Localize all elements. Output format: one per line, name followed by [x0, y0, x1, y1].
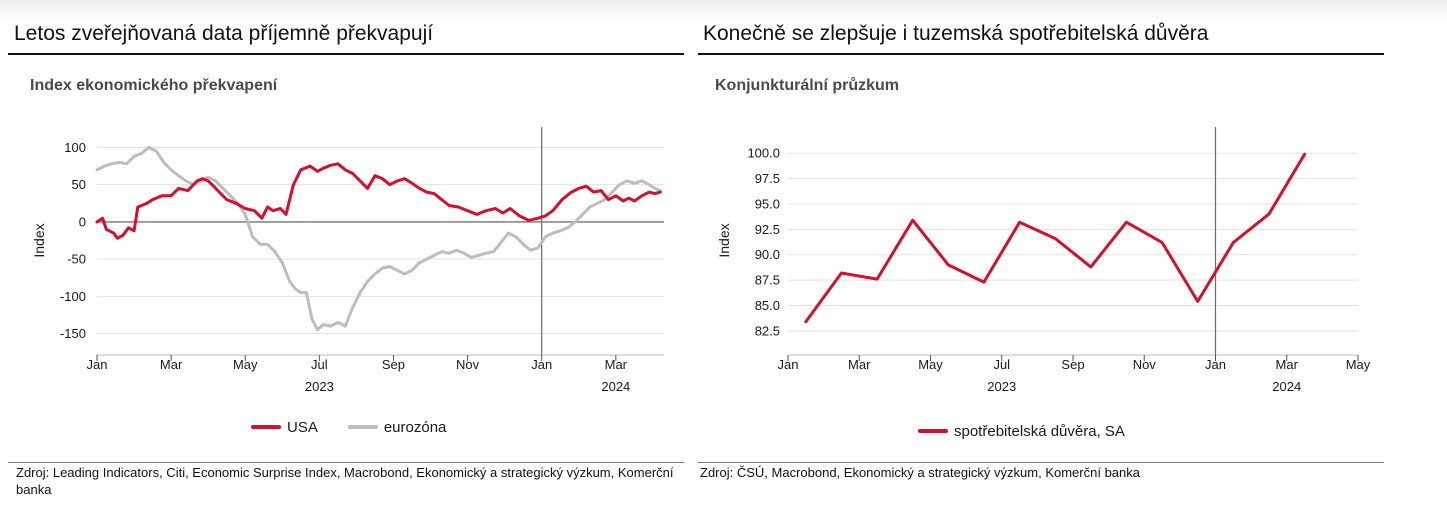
- y-tick-label: 50: [72, 177, 86, 192]
- consumer-confidence-chart: 100.0 97.5 95.0 92.5 90.0 87.5 85.0 82.5 Jan Mar M…: [716, 127, 1371, 440]
- x-tick-label: Jan: [531, 357, 552, 372]
- x-tick-label: Jan: [778, 357, 799, 372]
- y-axis-title: Index: [31, 223, 47, 257]
- left-chart-subtitle: Index ekonomického překvapení: [30, 77, 278, 94]
- right-chart-subtitle: Konjunkturální průzkum: [715, 77, 899, 94]
- y-tick-label: 92.5: [755, 222, 780, 237]
- x-tick-label: Mar: [605, 357, 628, 372]
- year-label: 2024: [1272, 379, 1301, 394]
- year-label: 2023: [305, 379, 334, 394]
- series-line-primary: [95, 162, 662, 240]
- right-source-note: Zdroj: ČSÚ, Macrobond, Ekonomický a stra…: [700, 465, 1140, 480]
- x-tick-label: Nov: [456, 357, 480, 372]
- legend-label: USA: [287, 419, 318, 436]
- y-tick-label: -100: [60, 289, 86, 304]
- y-tick-label: 97.5: [755, 171, 780, 186]
- y-tick-label: 0: [79, 214, 86, 229]
- y-tick-label: 100: [64, 140, 86, 155]
- left-headline: Letos zveřejňovaná data příjemně překvap…: [14, 22, 434, 45]
- series-line-secondary: [95, 145, 662, 332]
- left-bottom-rule: [8, 462, 684, 463]
- x-tick-label: Mar: [1276, 357, 1299, 372]
- surprise-index-chart: 100 50 0 -50 -100 -150 Jan Mar May Jul Sep Nov Jan Ma…: [31, 127, 664, 436]
- x-tick-label: Nov: [1133, 357, 1157, 372]
- series-line-primary: [804, 152, 1307, 324]
- y-tick-label: 95.0: [755, 196, 780, 211]
- left-source-note: Zdroj: Leading Indicators, Citi, Economi…: [16, 465, 674, 497]
- right-top-rule: [698, 53, 1384, 55]
- x-tick-label: Jan: [1205, 357, 1226, 372]
- x-tick-label: Jul: [311, 357, 328, 372]
- y-tick-label: 85.0: [755, 298, 780, 313]
- y-tick-label: -150: [60, 326, 86, 341]
- x-tick-label: Mar: [160, 357, 183, 372]
- x-tick-label: Mar: [848, 357, 871, 372]
- year-label: 2023: [987, 379, 1016, 394]
- year-label: 2024: [601, 379, 630, 394]
- y-tick-label: 90.0: [755, 247, 780, 262]
- x-tick-label: May: [1346, 357, 1371, 372]
- right-headline: Konečně se zlepšuje i tuzemská spotřebit…: [703, 22, 1209, 45]
- legend-label: spotřebitelská důvěra, SA: [954, 423, 1125, 440]
- x-tick-label: Sep: [1061, 357, 1084, 372]
- x-tick-label: Jul: [993, 357, 1010, 372]
- x-tick-label: Jan: [87, 357, 108, 372]
- right-chart-panel: Konečně se zlepšuje i tuzemská spotřebit…: [690, 0, 1390, 510]
- y-axis-title: Index: [716, 223, 732, 257]
- left-chart-panel: Letos zveřejňovaná data příjemně překvap…: [0, 0, 690, 510]
- right-bottom-rule: [698, 462, 1384, 463]
- x-tick-label: May: [918, 357, 943, 372]
- y-tick-label: 87.5: [755, 273, 780, 288]
- left-top-rule: [8, 53, 684, 55]
- legend-label: eurozóna: [384, 419, 447, 436]
- y-tick-label: -50: [67, 252, 86, 267]
- y-tick-label: 82.5: [755, 323, 780, 338]
- x-tick-label: Sep: [382, 357, 405, 372]
- y-tick-label: 100.0: [747, 146, 780, 161]
- x-tick-label: May: [233, 357, 258, 372]
